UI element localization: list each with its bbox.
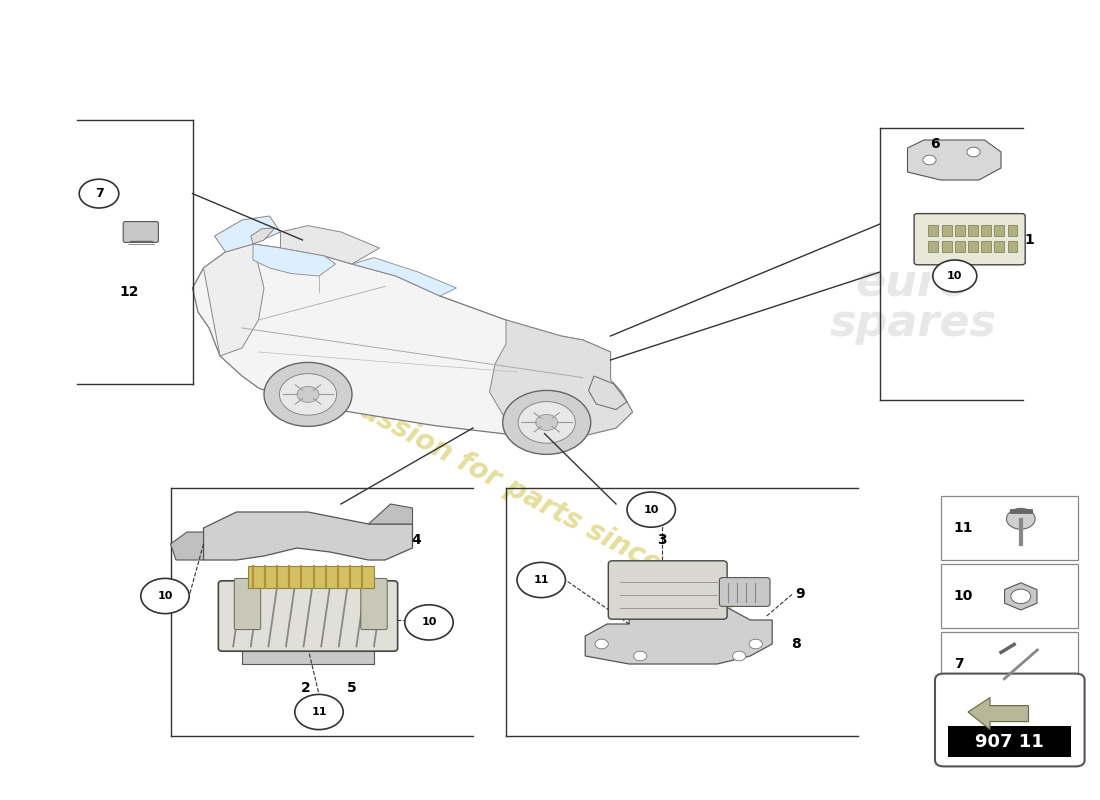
Text: 1: 1 [1025,233,1034,247]
Bar [942,241,952,252]
Text: 11: 11 [954,522,974,535]
FancyBboxPatch shape [218,581,398,651]
Polygon shape [588,376,627,410]
Bar [1008,241,1018,252]
Circle shape [279,374,337,415]
FancyBboxPatch shape [234,578,261,630]
Text: 3: 3 [658,533,667,547]
Bar [955,241,965,252]
Polygon shape [280,226,380,264]
Bar [948,726,1071,757]
Polygon shape [490,320,632,436]
Bar [994,241,1004,252]
Bar [968,225,978,236]
Circle shape [536,414,558,430]
Circle shape [1011,589,1031,603]
Text: a passion for parts since 1965: a passion for parts since 1965 [314,373,742,619]
Bar [981,241,991,252]
Polygon shape [253,244,336,276]
Polygon shape [204,244,264,356]
Text: 5: 5 [348,681,356,695]
Text: 2: 2 [301,681,310,695]
Text: 11: 11 [311,707,327,717]
Polygon shape [352,258,456,296]
Circle shape [295,694,343,730]
Polygon shape [192,244,632,436]
Text: 10: 10 [421,618,437,627]
Polygon shape [908,140,1001,180]
Bar [940,632,1078,696]
Bar [955,225,965,236]
Circle shape [634,651,647,661]
Circle shape [967,147,980,157]
FancyBboxPatch shape [914,214,1025,265]
Bar [940,564,1078,628]
FancyBboxPatch shape [123,222,158,242]
Bar [1008,225,1018,236]
Text: 7: 7 [95,187,103,200]
Text: 6: 6 [931,137,939,151]
Text: 4: 4 [411,533,420,547]
Circle shape [923,155,936,165]
FancyBboxPatch shape [719,578,770,606]
Circle shape [933,260,977,292]
Circle shape [518,402,575,443]
Polygon shape [204,512,412,560]
Circle shape [141,578,189,614]
Bar [928,241,938,252]
Circle shape [1006,509,1035,530]
Circle shape [517,562,565,598]
FancyBboxPatch shape [608,561,727,619]
Circle shape [264,362,352,426]
Circle shape [503,390,591,454]
Text: euro
spares: euro spares [829,262,997,346]
Polygon shape [968,698,1028,730]
Circle shape [627,492,675,527]
Bar [994,225,1004,236]
Polygon shape [251,228,275,244]
Text: 11: 11 [534,575,549,585]
Circle shape [297,386,319,402]
Polygon shape [214,216,280,252]
Text: 9: 9 [795,587,804,602]
Circle shape [749,639,762,649]
FancyBboxPatch shape [242,644,374,664]
Text: 907 11: 907 11 [976,733,1044,750]
FancyBboxPatch shape [248,566,374,588]
Bar [981,225,991,236]
Circle shape [595,639,608,649]
Text: 10: 10 [644,505,659,514]
Bar [928,225,938,236]
Circle shape [405,605,453,640]
FancyBboxPatch shape [935,674,1085,766]
Circle shape [79,179,119,208]
Polygon shape [368,504,412,524]
Text: 10: 10 [947,271,962,281]
Bar [940,496,1078,560]
Polygon shape [1004,582,1037,610]
Circle shape [733,651,746,661]
Text: 8: 8 [792,637,801,651]
Polygon shape [170,532,204,560]
Text: 12: 12 [119,285,139,299]
Polygon shape [585,608,772,664]
Bar [942,225,952,236]
Text: 7: 7 [954,658,964,671]
Text: 10: 10 [157,591,173,601]
Text: 10: 10 [954,590,974,603]
FancyBboxPatch shape [361,578,387,630]
Bar [968,241,978,252]
